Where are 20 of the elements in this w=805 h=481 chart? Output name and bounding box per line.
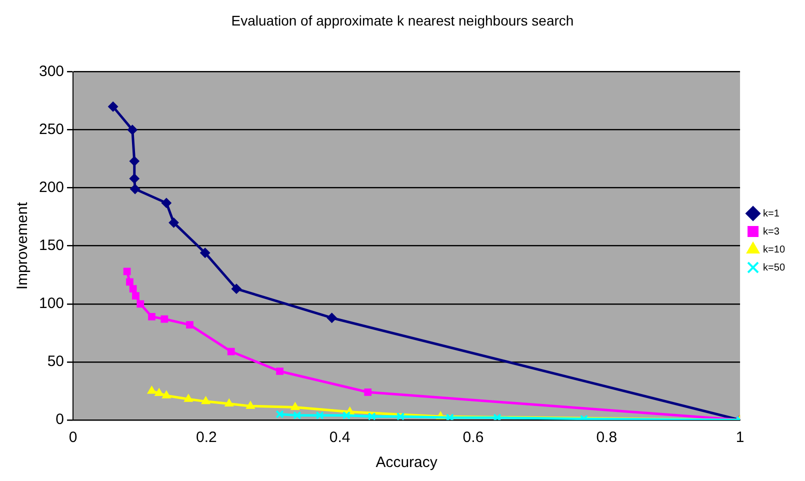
chart-title: Evaluation of approximate k nearest neighbours search [231, 12, 574, 28]
x-axis-title: Accuracy [376, 454, 438, 472]
legend-label: k=3 [763, 226, 780, 238]
y-tick-label: 250 [38, 120, 64, 138]
y-tick-label: 100 [38, 295, 64, 312]
y-tick-label: 0 [56, 411, 64, 428]
legend-label: k=10 [763, 244, 786, 256]
x-tick-label: 1 [736, 429, 744, 446]
legend-label: k=1 [763, 208, 780, 220]
x-tick-label: 0.6 [462, 429, 484, 446]
y-tick-label: 150 [38, 237, 64, 254]
x-tick-label: 0.2 [196, 429, 217, 446]
y-tick-label: 50 [47, 353, 64, 370]
x-tick-label: 0.4 [329, 429, 350, 446]
y-tick-label: 200 [38, 179, 64, 196]
y-axis-title: Improvement [14, 201, 32, 290]
legend-label: k=50 [763, 262, 786, 274]
y-tick-label: 300 [38, 62, 64, 80]
x-tick-label: 0.8 [596, 429, 618, 446]
x-tick-label: 0 [68, 429, 78, 446]
